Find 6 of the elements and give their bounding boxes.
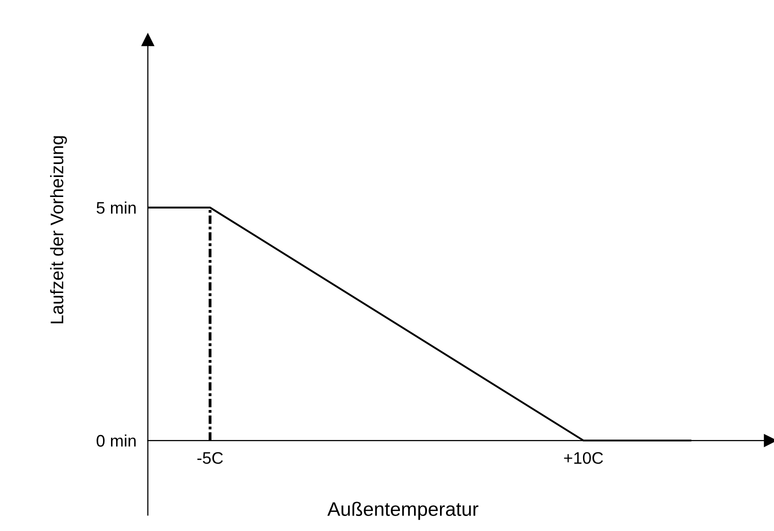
x-axis-title: Außentemperatur xyxy=(327,502,478,520)
x-tick-label: -5C xyxy=(197,452,223,464)
y-tick-label: 0 min xyxy=(96,434,136,447)
x-tick-label: +10C xyxy=(564,452,603,464)
y-axis-title: Laufzeit der Vorheizung xyxy=(50,136,67,324)
y-tick-label: 5 min xyxy=(96,202,136,214)
